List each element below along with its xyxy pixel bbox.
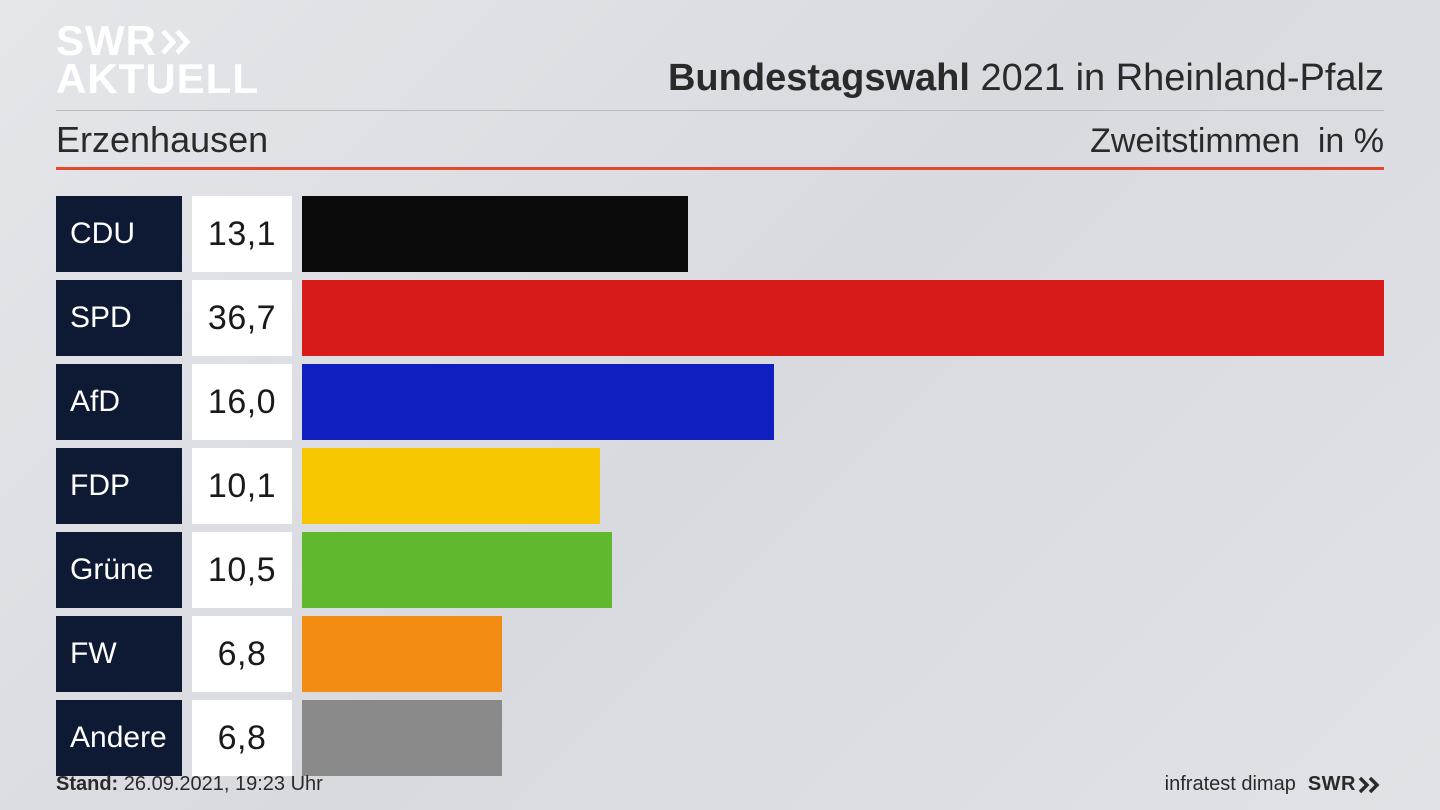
metric-name: Zweitstimmen [1090,122,1300,160]
title-bold: Bundestagswahl [668,57,970,99]
party-label: Andere [56,700,182,776]
party-label: CDU [56,196,182,272]
party-value: 16,0 [192,364,292,440]
party-label: SPD [56,280,182,356]
credit-brand: SWR [1308,773,1384,796]
page-title: Bundestagswahl 2021 in Rheinland-Pfalz [668,57,1384,100]
party-label: Grüne [56,532,182,608]
divider-accent [56,167,1384,170]
party-label: FDP [56,448,182,524]
footer: Stand: 26.09.2021, 19:23 Uhr infratest d… [56,773,1384,796]
bar-track [302,280,1384,356]
party-value: 10,5 [192,532,292,608]
credit-text: infratest dimap [1165,773,1296,796]
party-label: AfD [56,364,182,440]
party-row: CDU13,1 [56,196,1384,272]
bar-chart: CDU13,1SPD36,7AfD16,0FDP10,1Grüne10,5FW6… [56,196,1384,776]
bar [302,616,502,692]
bar-track [302,532,1384,608]
party-row: FDP10,1 [56,448,1384,524]
party-value: 6,8 [192,700,292,776]
party-label: FW [56,616,182,692]
bar-track [302,448,1384,524]
broadcaster-logo: SWR AKTUELL [56,20,259,100]
bar [302,448,600,524]
party-value: 6,8 [192,616,292,692]
metric-unit: in % [1318,122,1384,160]
party-row: Grüne10,5 [56,532,1384,608]
party-value: 10,1 [192,448,292,524]
party-value: 13,1 [192,196,292,272]
bar [302,364,774,440]
bar [302,532,612,608]
bar-track [302,364,1384,440]
bar-track [302,616,1384,692]
bar [302,280,1384,356]
party-row: SPD36,7 [56,280,1384,356]
metric-label: Zweitstimmen in % [1090,122,1384,161]
party-row: Andere6,8 [56,700,1384,776]
municipality-label: Erzenhausen [56,119,268,161]
bar-track [302,196,1384,272]
bar-track [302,700,1384,776]
party-row: FW6,8 [56,616,1384,692]
party-value: 36,7 [192,280,292,356]
bar [302,700,502,776]
credit: infratest dimap SWR [1165,773,1384,796]
logo-text-line2: AKTUELL [56,58,259,100]
timestamp: Stand: 26.09.2021, 19:23 Uhr [56,773,323,796]
title-light: 2021 in Rheinland-Pfalz [970,57,1384,99]
bar [302,196,688,272]
timestamp-label: Stand: [56,773,118,795]
timestamp-value: 26.09.2021, 19:23 Uhr [118,773,323,795]
party-row: AfD16,0 [56,364,1384,440]
